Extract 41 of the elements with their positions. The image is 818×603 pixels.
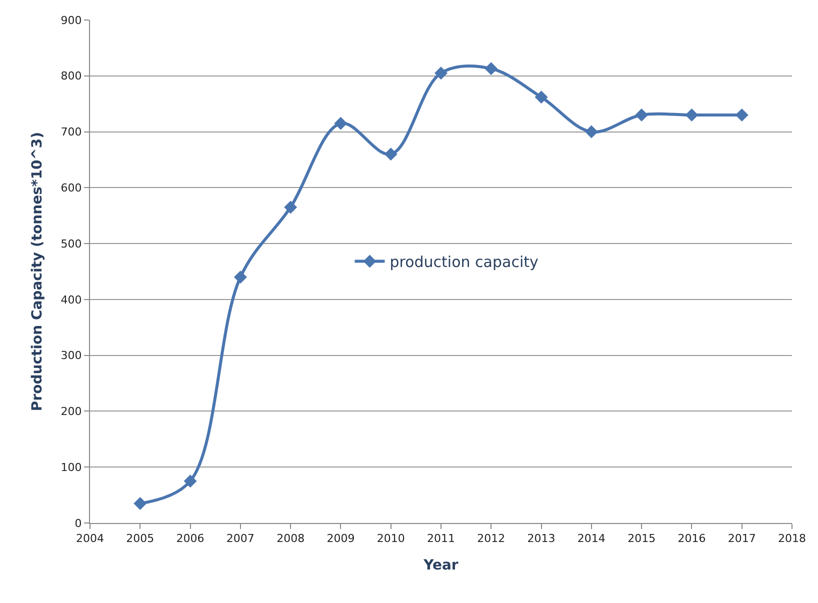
x-tick-label: 2017: [728, 532, 756, 546]
point: [134, 496, 147, 510]
point: [584, 125, 598, 138]
point: [334, 116, 348, 130]
y-tick-label: 0: [74, 516, 82, 530]
x-tick-label: 2012: [477, 532, 506, 546]
point: [434, 66, 448, 80]
x-axis-title: Year: [422, 558, 458, 574]
x-tick-label: 2014: [577, 532, 606, 546]
x-tick-label: 2008: [276, 532, 305, 546]
point: [735, 108, 748, 122]
point: [635, 108, 648, 122]
y-tick-label: 400: [60, 293, 82, 306]
point: [284, 200, 298, 214]
x-tick-label: 2015: [628, 532, 656, 546]
x-tick-label: 2009: [326, 532, 355, 546]
y-tick-label: 200: [60, 405, 82, 418]
y-tick-label: 900: [60, 14, 82, 27]
point: [234, 270, 247, 284]
point: [685, 108, 698, 122]
point: [184, 474, 197, 488]
y-tick-label: 800: [60, 70, 82, 83]
x-tick-label: 2018: [778, 532, 806, 546]
x-tick-label: 2005: [126, 532, 154, 546]
y-tick-label: 100: [60, 460, 82, 474]
point: [484, 62, 498, 76]
point: [384, 148, 398, 161]
x-tick-label: 2007: [226, 532, 254, 546]
point: [534, 90, 548, 104]
x-tick-label: 2016: [678, 532, 706, 546]
x-tick-label: 2006: [176, 532, 204, 546]
x-tick-label: 2011: [427, 532, 455, 546]
legend-label: production capacity: [390, 253, 538, 272]
y-tick-label: 700: [60, 126, 82, 139]
y-tick-label: 300: [60, 349, 82, 362]
x-tick-label: 2013: [527, 532, 556, 546]
x-tick-label: 2010: [376, 532, 405, 546]
y-axis-title: Production Capacity (tonnes*10^3): [29, 132, 46, 412]
y-tick-label: 600: [60, 182, 82, 195]
x-tick-label: 2004: [76, 532, 104, 546]
y-tick-label: 500: [60, 237, 82, 250]
